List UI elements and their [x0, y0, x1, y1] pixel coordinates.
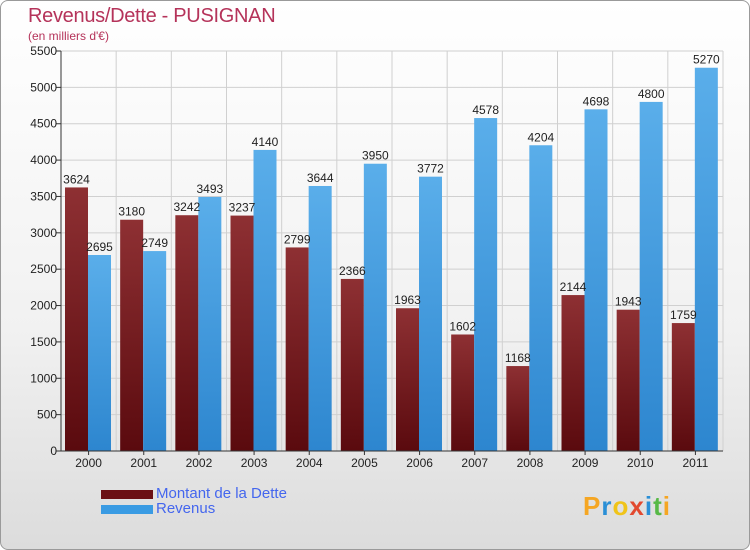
label-revenus-2009: 4698 [583, 94, 610, 108]
label-revenus-2005: 3950 [362, 149, 389, 163]
label-revenus-2001: 2749 [141, 236, 168, 250]
chart-title: Revenus/Dette - PUSIGNAN [28, 5, 276, 27]
label-dette-2005: 2366 [339, 264, 366, 278]
label-dette-2006: 1963 [394, 293, 421, 307]
label-dette-2008: 1168 [505, 351, 531, 365]
bar-dette-2011 [671, 323, 695, 451]
x-tick-label-2010: 2010 [627, 456, 654, 470]
logo-letter: t [653, 491, 663, 521]
bar-revenus-2011 [694, 67, 718, 452]
bar-revenus-2004 [308, 185, 332, 451]
bar-dette-2005 [340, 278, 364, 451]
bar-dette-2002 [175, 215, 199, 451]
label-dette-2010: 1943 [615, 295, 642, 309]
x-tick-label-2008: 2008 [517, 456, 544, 470]
bar-revenus-2007 [474, 118, 498, 452]
x-tick-label-2007: 2007 [461, 456, 488, 470]
label-dette-2007: 1602 [449, 319, 476, 333]
bar-revenus-2002 [198, 196, 222, 451]
y-tick-label: 5000 [30, 80, 57, 94]
logo-letter: P [583, 491, 602, 521]
x-tick-label-2009: 2009 [572, 456, 599, 470]
bar-dette-2007 [451, 334, 475, 451]
logo-letter: r [601, 491, 613, 521]
data-labels: 3624 2695 3180 2749 3242 3493 3237 4140 2799 3644… [63, 53, 720, 365]
legend-label-revenus: Revenus [156, 500, 216, 517]
label-revenus-2011: 5270 [693, 53, 720, 67]
y-tick-label: 3500 [30, 189, 57, 203]
y-tick-label: 4500 [30, 117, 57, 131]
label-revenus-2002: 3493 [196, 182, 223, 196]
y-tick-label: 2500 [30, 262, 57, 276]
bar-revenus-2009 [584, 109, 608, 451]
bar-revenus-2008 [529, 145, 553, 451]
logo-letter: x [629, 491, 645, 521]
y-tick-label: 3000 [30, 226, 57, 240]
legend-label-dette: Montant de la Dette [156, 485, 287, 502]
label-revenus-2008: 4204 [527, 130, 554, 144]
label-dette-2002: 3242 [173, 200, 200, 214]
x-tick-label-2006: 2006 [406, 456, 433, 470]
bar-dette-2004 [285, 247, 309, 451]
bar-dette-2006 [396, 308, 419, 451]
label-revenus-2010: 4800 [638, 87, 665, 101]
label-revenus-2004: 3644 [307, 171, 334, 185]
logo-letter: i [644, 491, 654, 521]
label-dette-2004: 2799 [284, 232, 311, 246]
label-revenus-2007: 4578 [472, 103, 499, 117]
bar-dette-2001 [120, 219, 144, 451]
bar-revenus-2010 [639, 101, 663, 451]
bar-dette-2003 [230, 215, 254, 451]
y-tick-label: 1000 [30, 371, 57, 385]
x-axis: 2000 2001 2002 2003 2004 2005 2006 2007 2008 2009… [61, 450, 723, 470]
bar-dette-2000 [65, 187, 88, 451]
label-revenus-2000: 2695 [86, 240, 113, 254]
bar-dette-2010 [616, 309, 640, 451]
logo-letter: o [612, 491, 630, 521]
label-dette-2011: 1759 [670, 308, 697, 322]
y-tick-label: 4000 [30, 153, 57, 167]
label-revenus-2003: 4140 [252, 135, 279, 149]
y-tick-label: 1500 [30, 335, 57, 349]
grid-lines [60, 50, 724, 452]
label-dette-2009: 2144 [560, 280, 587, 294]
x-tick-label-2003: 2003 [241, 456, 268, 470]
y-tick-label: 2000 [30, 299, 57, 313]
bar-revenus-2005 [363, 163, 387, 451]
bar-revenus-2001 [143, 251, 167, 451]
x-tick-label-2000: 2000 [75, 456, 102, 470]
x-tick-label-2004: 2004 [296, 456, 323, 470]
legend-swatch-dette [101, 490, 153, 499]
x-tick-label-2001: 2001 [130, 456, 157, 470]
chart-subtitle: (en milliers d'€) [28, 29, 109, 43]
label-dette-2003: 3237 [229, 201, 256, 215]
y-tick-label: 0 [50, 444, 57, 458]
y-tick-label: 5500 [30, 44, 57, 58]
bar-revenus-2000 [88, 255, 111, 451]
bars [65, 67, 718, 452]
label-dette-2001: 3180 [118, 205, 145, 219]
label-dette-2000: 3624 [63, 172, 90, 186]
x-tick-label-2002: 2002 [186, 456, 213, 470]
y-tick-label: 500 [37, 408, 57, 422]
y-axis: 0 500 1000 1500 2000 2500 3000 3500 4000 4500 5000… [30, 44, 62, 458]
proxiti-logo: Proxiti [583, 491, 671, 522]
label-revenus-2006: 3772 [417, 162, 444, 176]
bar-dette-2008 [506, 366, 530, 451]
bar-revenus-2006 [419, 176, 442, 451]
bar-revenus-2003 [253, 149, 277, 451]
x-tick-label-2011: 2011 [683, 456, 709, 470]
legend-swatch-revenus [101, 505, 153, 514]
bar-dette-2009 [561, 295, 585, 451]
logo-letter: i [662, 491, 671, 521]
x-tick-label-2005: 2005 [351, 456, 378, 470]
